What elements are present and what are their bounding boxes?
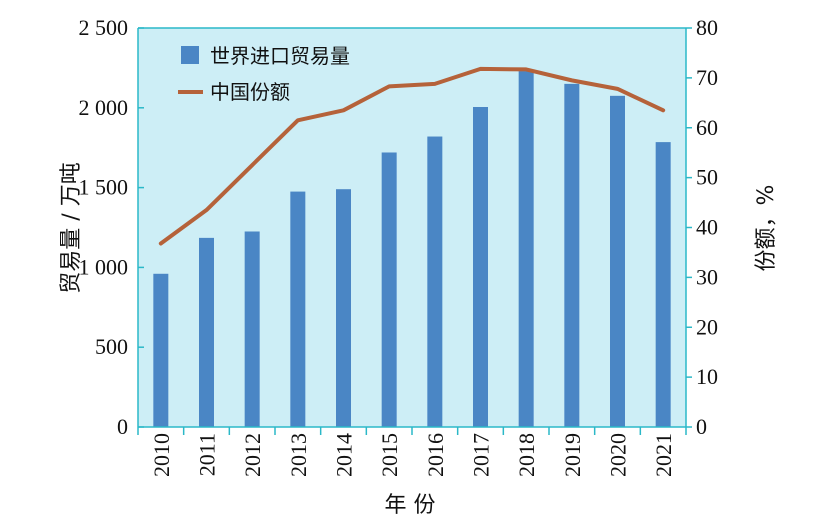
line-series-china-share [158, 66, 666, 246]
line-point-2020 [616, 87, 619, 91]
left-axis-ticks: 0 500 1 000 1 500 2 000 2 500 [79, 15, 144, 439]
left-tick-label: 2 000 [79, 95, 129, 120]
line-point-2015 [387, 84, 391, 88]
legend-label-line: 中国份额 [210, 80, 290, 104]
bar-2019 [564, 83, 580, 428]
bar-2012 [244, 231, 260, 427]
line-point-2014 [342, 108, 345, 112]
right-tick-label: 40 [696, 215, 718, 240]
line-point-2017 [479, 67, 482, 71]
x-tick-label-2016: 2016 [423, 433, 448, 477]
left-axis-title: 贸易量 / 万吨 [59, 162, 84, 293]
x-tick-label-2014: 2014 [332, 433, 357, 477]
legend-bar-swatch [181, 46, 199, 64]
bar-2020 [610, 95, 625, 427]
bar-series-world-import-volume [153, 71, 671, 428]
right-tick-label: 50 [696, 165, 718, 190]
line-point-2013 [296, 118, 300, 122]
line-point-2018 [524, 67, 528, 71]
right-tick-label: 70 [696, 65, 718, 90]
x-axis-title: 年 份 [385, 493, 436, 518]
right-tick-label: 0 [696, 414, 707, 439]
x-tick-label-2021: 2021 [651, 433, 676, 477]
right-tick-label: 60 [696, 115, 718, 140]
bar-2013 [290, 191, 306, 427]
right-axis-ticks: 0 10 20 30 40 50 60 70 80 [686, 15, 718, 439]
bar-2021 [655, 142, 671, 427]
line-point-2011 [205, 208, 208, 212]
right-tick-label: 30 [696, 264, 718, 289]
right-tick-label: 10 [696, 364, 718, 389]
plot-area [138, 28, 686, 427]
line-point-2021 [661, 108, 665, 112]
china-share-line [158, 66, 666, 246]
line-point-2016 [433, 82, 437, 86]
left-tick-label: 1 500 [79, 175, 129, 200]
x-tick-label-2010: 2010 [149, 433, 174, 477]
line-point-2019 [570, 78, 574, 82]
right-tick-label: 20 [696, 314, 718, 339]
bar-2010 [153, 273, 169, 427]
left-tick-label: 0 [117, 414, 128, 439]
bar-2015 [381, 152, 397, 427]
x-tick-label-2018: 2018 [514, 433, 539, 477]
left-tick-label: 2 500 [79, 15, 129, 40]
bar-2017 [473, 107, 488, 427]
legend: 世界进口贸易量 中国份额 [178, 44, 350, 104]
legend-label-bar: 世界进口贸易量 [210, 44, 350, 68]
bar-2016 [427, 136, 443, 427]
line-point-2012 [250, 163, 254, 167]
line-point-2010 [159, 241, 163, 245]
x-tick-label-2020: 2020 [606, 433, 631, 477]
x-tick-label-2011: 2011 [195, 433, 220, 476]
x-axis-ticks: 2010 2011 2012 2013 2014 2015 2016 2017 2018 2019… [137, 427, 687, 477]
x-tick-label-2019: 2019 [560, 433, 585, 477]
left-tick-label: 500 [95, 334, 128, 359]
bar-2011 [199, 237, 214, 427]
x-tick-label-2012: 2012 [240, 433, 265, 477]
x-tick-label-2015: 2015 [377, 433, 402, 477]
bar-2014 [336, 189, 351, 427]
left-tick-label: 1 000 [79, 254, 129, 279]
plot-background [138, 28, 686, 427]
x-tick-label-2013: 2013 [286, 433, 311, 477]
bar-2018 [518, 71, 534, 427]
right-tick-label: 80 [696, 15, 718, 40]
x-tick-label-2017: 2017 [469, 433, 494, 477]
right-axis-title: 份额，% [754, 185, 779, 272]
